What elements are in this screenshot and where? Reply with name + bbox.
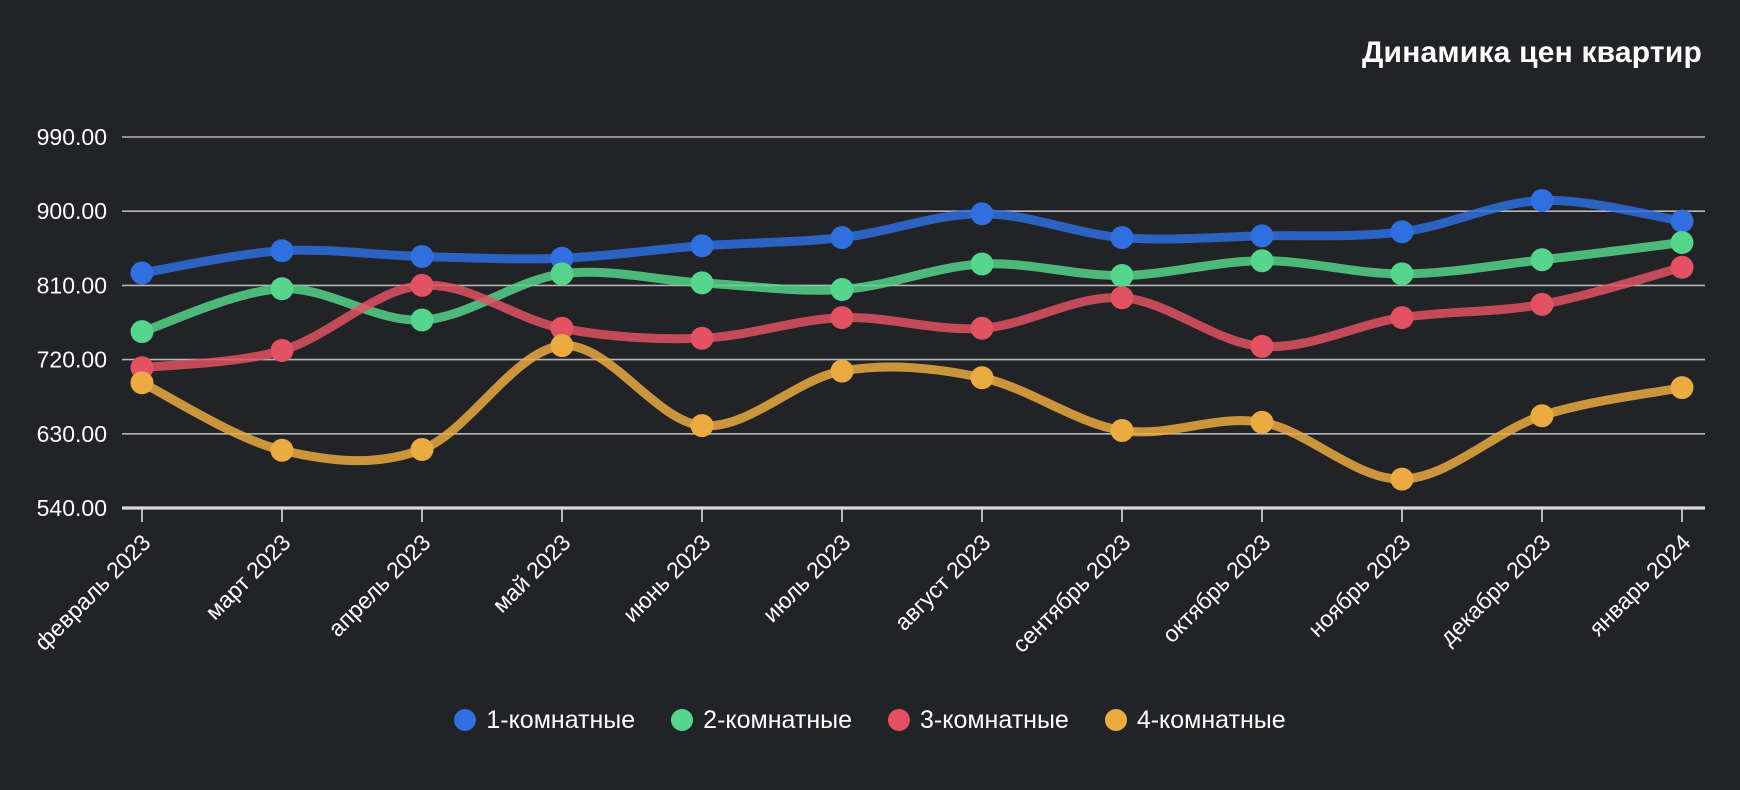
data-point[interactable] <box>130 371 154 395</box>
data-point[interactable] <box>550 262 574 286</box>
legend-marker-icon <box>888 709 910 731</box>
series-3 <box>130 255 1694 380</box>
x-axis-label: январь 2024 <box>1584 529 1696 641</box>
chart-legend: 1-комнатные 2-комнатные 3-комнатные 4-комна… <box>0 696 1740 744</box>
legend-item-3[interactable]: 3-комнатные <box>888 705 1069 734</box>
data-point[interactable] <box>690 414 714 438</box>
data-point[interactable] <box>410 273 434 297</box>
data-point[interactable] <box>1390 262 1414 286</box>
data-point[interactable] <box>550 334 574 358</box>
data-point[interactable] <box>1390 467 1414 491</box>
x-axis-label: июль 2023 <box>758 529 856 627</box>
data-point[interactable] <box>1250 224 1274 248</box>
legend-label: 4-комнатные <box>1136 705 1286 734</box>
data-point[interactable] <box>130 320 154 344</box>
legend-item-1[interactable]: 1-комнатные <box>454 705 636 734</box>
legend-item-2[interactable]: 2-комнатные <box>671 705 852 734</box>
legend-label: 2-комнатные <box>703 705 852 734</box>
y-axis-tick-label: 990.00 <box>37 124 107 150</box>
series-1 <box>130 189 1694 285</box>
y-axis-tick-label: 630.00 <box>37 421 107 447</box>
data-point[interactable] <box>830 306 854 330</box>
series-line <box>137 341 1687 484</box>
data-point[interactable] <box>1250 249 1274 273</box>
legend-marker-icon <box>1104 709 1127 731</box>
data-point[interactable] <box>410 308 434 332</box>
data-point[interactable] <box>1530 292 1554 316</box>
data-point[interactable] <box>130 261 154 285</box>
x-axis-label: май 2023 <box>487 529 575 617</box>
data-point[interactable] <box>830 278 854 301</box>
data-point[interactable] <box>1670 255 1694 279</box>
legend-marker-icon <box>454 709 477 731</box>
x-axis-label: ноябрь 2023 <box>1303 529 1416 642</box>
series-line <box>137 262 1687 373</box>
data-point[interactable] <box>1670 376 1694 400</box>
data-point[interactable] <box>1530 248 1554 272</box>
legend-item-4[interactable]: 4-комнатные <box>1104 705 1286 734</box>
data-point[interactable] <box>1670 231 1694 254</box>
data-point[interactable] <box>1110 286 1134 310</box>
x-axis-label: сентябрь 2023 <box>1007 529 1135 657</box>
data-point[interactable] <box>970 252 994 276</box>
legend-label: 1-комнатные <box>486 705 636 734</box>
y-axis-tick-label: 900.00 <box>37 198 107 224</box>
y-axis-tick-label: 810.00 <box>37 272 107 298</box>
y-axis-tick-label: 720.00 <box>37 347 107 373</box>
x-axis-label: июнь 2023 <box>618 529 716 627</box>
data-point[interactable] <box>270 277 294 301</box>
chart-title: Динамика цен квартир <box>1361 36 1702 69</box>
data-point[interactable] <box>1110 226 1134 250</box>
data-point[interactable] <box>1110 264 1134 287</box>
x-axis-label: декабрь 2023 <box>1435 529 1556 650</box>
data-point[interactable] <box>1250 410 1274 434</box>
data-point[interactable] <box>830 226 854 250</box>
data-point[interactable] <box>690 271 714 295</box>
data-point[interactable] <box>970 366 994 390</box>
data-point[interactable] <box>830 359 854 383</box>
series-line <box>137 195 1687 278</box>
series-2 <box>130 231 1694 344</box>
y-axis-tick-label: 540.00 <box>37 495 107 521</box>
x-axis-label: апрель 2023 <box>323 529 435 641</box>
data-point[interactable] <box>690 234 714 258</box>
legend-marker-icon <box>671 709 694 731</box>
x-axis-label: март 2023 <box>200 529 295 624</box>
x-axis-label: август 2023 <box>889 529 995 635</box>
data-point[interactable] <box>270 438 294 462</box>
data-point[interactable] <box>1390 306 1414 330</box>
data-point[interactable] <box>410 438 434 461</box>
data-point[interactable] <box>1530 189 1554 212</box>
data-point[interactable] <box>410 245 434 268</box>
x-axis-label: октябрь 2023 <box>1157 529 1276 648</box>
data-point[interactable] <box>1530 404 1554 428</box>
data-point[interactable] <box>270 339 294 362</box>
data-point[interactable] <box>550 316 574 340</box>
data-point[interactable] <box>1390 220 1414 244</box>
data-point[interactable] <box>270 239 294 263</box>
series-4 <box>130 334 1694 491</box>
data-point[interactable] <box>1250 334 1274 358</box>
data-point[interactable] <box>690 326 714 350</box>
data-point[interactable] <box>970 202 994 226</box>
data-point[interactable] <box>970 316 994 340</box>
x-axis-label: февраль 2023 <box>29 529 155 655</box>
legend-label: 3-комнатные <box>920 705 1069 734</box>
data-point[interactable] <box>1670 209 1694 233</box>
data-point[interactable] <box>1110 419 1134 442</box>
